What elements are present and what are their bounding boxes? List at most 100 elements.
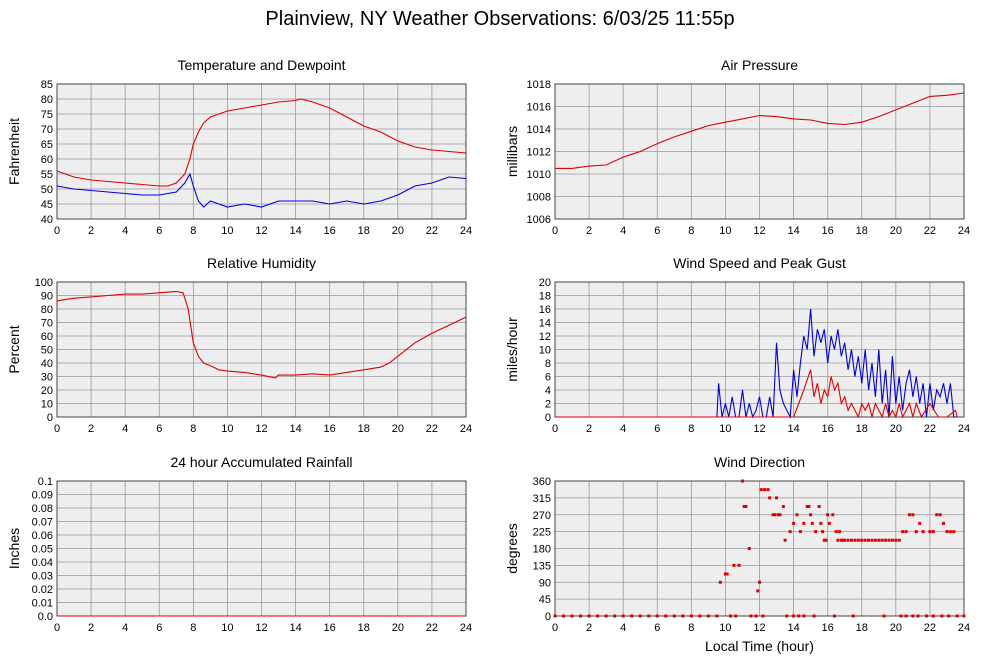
y-tick-label: 50 [41,184,53,196]
x-tick-label: 16 [822,622,834,634]
chart-title: Wind Direction [714,454,805,470]
x-tick-label: 6 [156,622,162,634]
plot-frame [554,83,965,220]
y-tick-label: 40 [41,214,53,226]
data-point [851,614,855,618]
x-tick-label: 12 [753,423,765,435]
data-point [587,614,591,618]
x-tick-label: 10 [719,622,731,634]
chart-rainfall: 0 2 4 6 8 10 12 14 16 18 20 22 240.00.010.020.030.04… [6,454,472,634]
data-point [826,513,830,517]
y-tick-label: 30 [41,372,53,384]
data-point [802,521,806,525]
data-point [734,614,738,618]
data-point [834,530,838,534]
data-point [945,530,949,534]
y-tick-label: 360 [533,476,551,488]
data-point [853,538,857,542]
plot-frame [554,480,965,617]
y-tick-label: 18 [539,291,551,303]
data-point [613,614,617,618]
data-point [773,513,777,517]
data-point [938,513,942,517]
data-point [792,521,796,525]
page-title: Plainview, NY Weather Observations: 6/03… [265,8,735,30]
y-tick-label: 0.0 [38,611,53,623]
x-tick-label: 4 [122,225,128,237]
x-tick-label: 0 [552,225,558,237]
x-tick-label: 8 [688,423,694,435]
data-point [630,614,634,618]
chart-humidity: 0 2 4 6 8 10 12 14 16 18 20 22 240102030405060708090… [6,255,472,435]
y-tick-label: 1018 [527,79,551,91]
y-tick-label: 0.01 [32,598,53,610]
x-tick-label: 24 [460,225,472,237]
data-point [725,572,729,576]
data-point [664,614,668,618]
data-point [604,614,608,618]
data-point [805,505,809,508]
x-tick-label: 16 [822,423,834,435]
data-point [887,538,891,542]
y-tick-label: 0.08 [32,503,53,515]
data-point [740,479,744,483]
y-tick-label: 50 [41,345,53,357]
data-point [715,614,719,618]
y-tick-label: 2 [545,399,551,411]
x-tick-label: 6 [156,225,162,237]
data-point [940,614,944,618]
data-point [768,496,772,500]
x-tick-label: 18 [358,622,370,634]
data-point [698,614,702,618]
data-point [570,614,574,618]
y-tick-label: 80 [41,304,53,316]
x-tick-label: 0 [552,423,558,435]
x-tick-label: 22 [426,423,438,435]
data-point [911,614,915,618]
data-point [863,538,867,542]
x-tick-label: 14 [787,622,799,634]
data-point [553,614,557,618]
data-point [744,505,748,508]
data-point [792,614,796,618]
data-point [766,488,770,492]
y-tick-label: 315 [533,493,551,505]
x-tick-label: 8 [190,423,196,435]
data-point [911,513,915,517]
data-point [839,538,843,542]
chart-pressure: 0 2 4 6 8 10 12 14 16 18 20 22 241006100810101012101… [504,57,970,237]
data-point [890,538,894,542]
data-point [821,530,825,534]
y-tick-label: 10 [539,345,551,357]
y-tick-label: 90 [539,577,551,589]
y-tick-label: 12 [539,331,551,343]
chart-title: Relative Humidity [207,255,316,271]
x-tick-label: 16 [324,423,336,435]
data-point [749,614,753,618]
data-point [785,614,789,618]
data-point [795,513,799,517]
y-tick-label: 100 [35,277,53,289]
chart-title: Air Pressure [721,57,798,73]
x-tick-label: 18 [856,225,868,237]
data-point [809,513,813,517]
y-tick-label: 0.05 [32,544,53,556]
data-point [850,538,854,542]
x-tick-label: 10 [221,225,233,237]
y-tick-label: 55 [41,169,53,181]
data-point [812,614,816,618]
x-tick-label: 12 [255,622,267,634]
x-tick-label: 10 [719,225,731,237]
y-tick-label: 40 [41,358,53,370]
data-point [798,530,802,534]
data-point [894,538,898,542]
data-point [814,530,818,534]
data-point [638,614,642,618]
data-point [962,614,966,618]
x-tick-label: 8 [190,622,196,634]
x-axis-label: Local Time (hour) [705,638,814,654]
y-tick-label: 1010 [527,169,551,181]
x-tick-label: 20 [392,423,404,435]
y-tick-label: 6 [545,372,551,384]
data-point [723,572,727,576]
